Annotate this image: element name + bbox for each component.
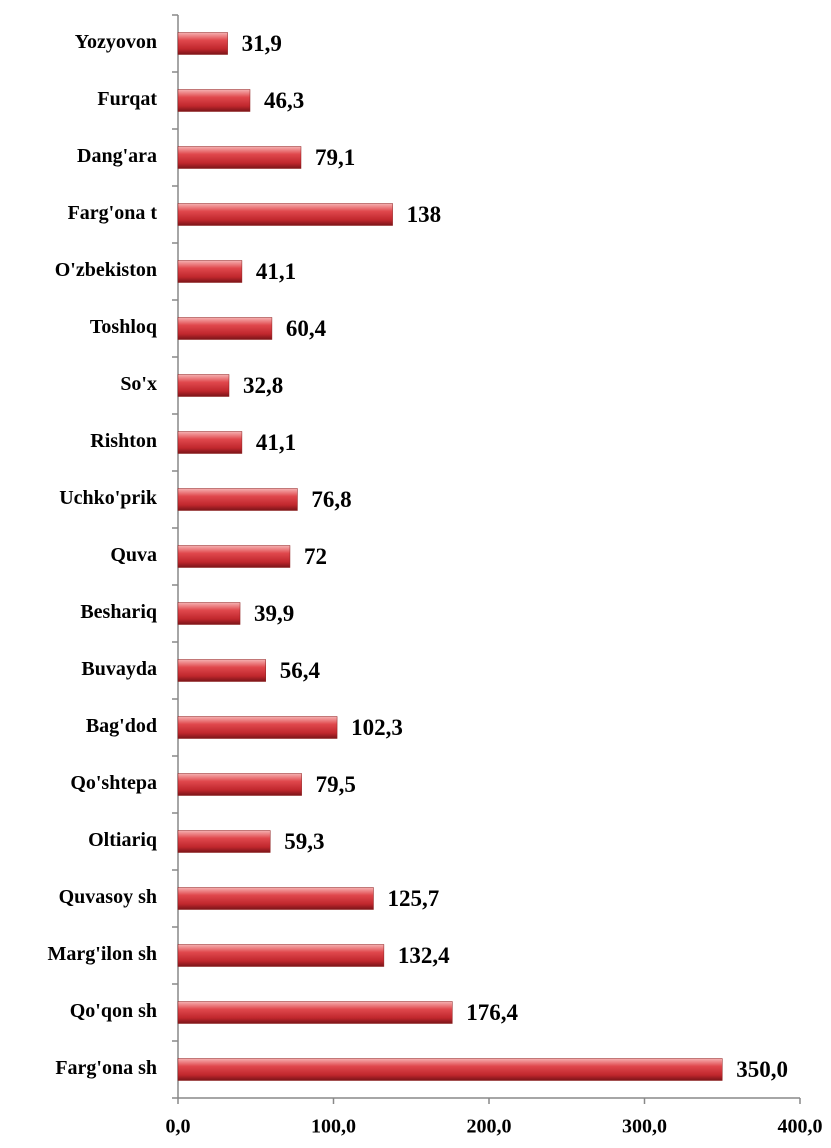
x-tick-label: 0,0 [166, 1116, 191, 1138]
y-tick-label: Beshariq [80, 601, 157, 623]
y-tick-label: Toshloq [90, 316, 157, 338]
y-tick-label: O'zbekiston [55, 259, 157, 281]
y-tick-label: Qo'shtepa [70, 772, 157, 794]
value-label: 59,3 [284, 829, 324, 854]
y-tick-label: Buvayda [81, 658, 157, 680]
bar [177, 773, 302, 796]
y-tick-label: Uchko'prik [59, 487, 158, 509]
value-label: 79,5 [316, 772, 356, 797]
value-label: 60,4 [286, 316, 327, 341]
bar [177, 1001, 453, 1024]
value-label: 46,3 [264, 88, 304, 113]
value-label: 176,4 [466, 1000, 518, 1025]
value-label: 125,7 [387, 886, 439, 911]
value-label: 138 [407, 202, 442, 227]
y-tick-label: Marg'ilon sh [48, 943, 157, 965]
value-label: 41,1 [256, 430, 296, 455]
bar [177, 887, 374, 910]
bar [177, 1058, 723, 1081]
value-label: 132,4 [398, 943, 450, 968]
y-tick-label: Oltiariq [88, 829, 157, 851]
bar [177, 260, 243, 283]
bar [177, 659, 266, 682]
bar [177, 602, 241, 625]
y-tick-label: Quvasoy sh [59, 886, 157, 908]
bar [177, 431, 243, 454]
value-label: 102,3 [351, 715, 403, 740]
bar [177, 203, 393, 226]
bar [177, 317, 273, 340]
y-tick-label: Dang'ara [77, 145, 157, 167]
x-tick-label: 200,0 [467, 1116, 512, 1138]
bar [177, 89, 251, 112]
y-tick-label: Bag'dod [86, 715, 157, 737]
x-tick-label: 300,0 [622, 1116, 667, 1138]
y-tick-label: So'x [120, 373, 157, 395]
value-label: 79,1 [315, 145, 355, 170]
bar [177, 944, 385, 967]
y-tick-label: Rishton [90, 430, 157, 452]
value-label: 39,9 [254, 601, 294, 626]
value-label: 31,9 [242, 31, 282, 56]
y-tick-label: Farg'ona t [68, 202, 158, 224]
value-label: 41,1 [256, 259, 296, 284]
value-label: 76,8 [311, 487, 351, 512]
y-tick-label: Quva [110, 544, 157, 566]
x-tick-label: 100,0 [311, 1116, 356, 1138]
bar [177, 830, 271, 853]
value-label: 350,0 [736, 1057, 788, 1082]
value-label: 56,4 [280, 658, 321, 683]
x-tick-label: 400,0 [778, 1116, 823, 1138]
y-tick-label: Farg'ona sh [55, 1057, 157, 1079]
value-label: 32,8 [243, 373, 283, 398]
bar [177, 545, 291, 568]
bar [177, 488, 298, 511]
y-tick-label: Qo'qon sh [70, 1000, 157, 1022]
value-label: 72 [304, 544, 327, 569]
y-tick-label: Furqat [97, 88, 157, 110]
bar [177, 374, 230, 397]
y-tick-label: Yozyovon [75, 31, 157, 53]
bar [177, 716, 338, 739]
bar [177, 32, 228, 55]
bar [177, 146, 302, 169]
